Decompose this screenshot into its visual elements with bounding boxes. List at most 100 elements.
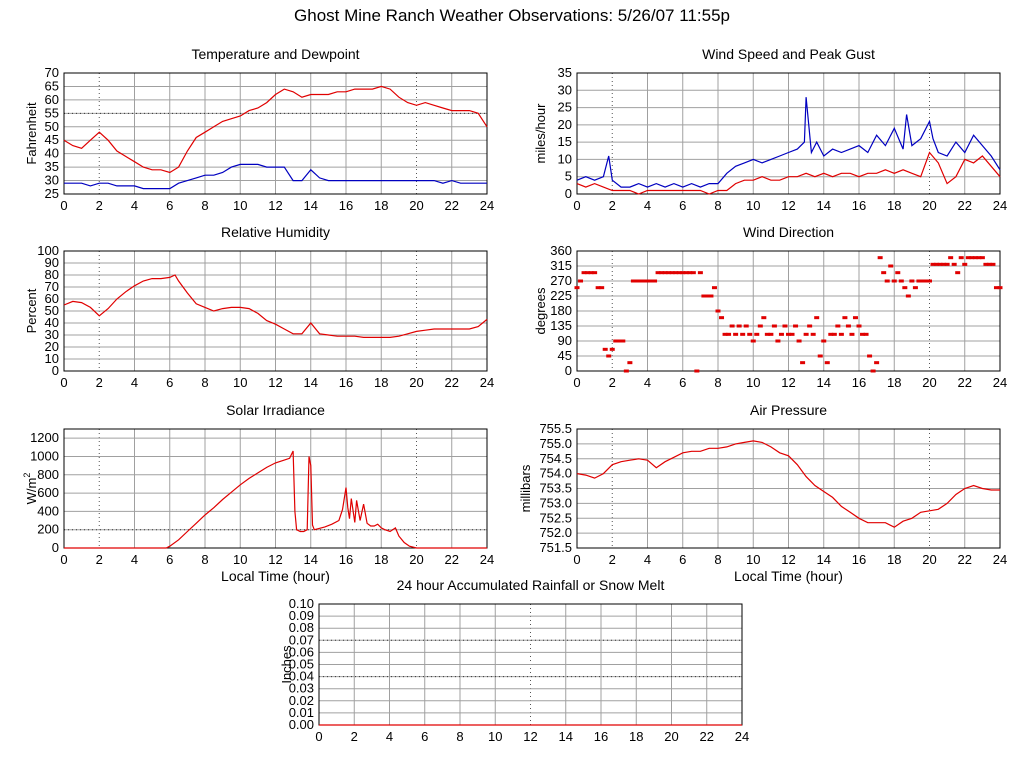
- data-point: [817, 354, 823, 358]
- x-tick-label: 18: [887, 198, 901, 213]
- x-axis-label: Local Time (hour): [221, 568, 330, 584]
- data-point: [683, 271, 689, 275]
- x-tick-label: 16: [852, 198, 866, 213]
- data-point: [895, 271, 901, 275]
- y-axis-label-text: Percent: [24, 288, 39, 333]
- data-point: [740, 332, 746, 336]
- data-point: [937, 262, 943, 266]
- y-tick-label: 600: [37, 485, 59, 500]
- data-point: [849, 332, 855, 336]
- x-tick-label: 16: [594, 729, 608, 744]
- y-tick-label: 30: [45, 327, 59, 342]
- data-point: [673, 271, 679, 275]
- data-point: [814, 316, 820, 320]
- data-point: [972, 256, 978, 260]
- data-point: [800, 361, 806, 365]
- data-point: [870, 369, 876, 373]
- data-point: [941, 262, 947, 266]
- chart-humidity: 0 2 4 6 8 10 12 14 16 18 20 22 240102030405060708090…: [24, 224, 494, 390]
- x-tick-label: 10: [746, 552, 760, 567]
- y-axis-label: miles/hour: [533, 103, 548, 164]
- data-point: [789, 332, 795, 336]
- data-point: [810, 332, 816, 336]
- data-point: [842, 316, 848, 320]
- data-point: [782, 324, 788, 328]
- x-tick-label: 18: [374, 198, 388, 213]
- x-tick-label: 4: [644, 198, 651, 213]
- y-tick-label: 20: [45, 339, 59, 354]
- y-tick-label: 35: [45, 159, 59, 174]
- data-point: [680, 271, 686, 275]
- y-tick-label: 20: [558, 117, 572, 132]
- x-tick-label: 2: [96, 198, 103, 213]
- x-tick-label: 22: [700, 729, 714, 744]
- data-point: [860, 332, 866, 336]
- data-point: [821, 339, 827, 343]
- series-line-0: [64, 450, 487, 549]
- series-line-0: [576, 440, 1000, 528]
- y-axis-label-text: Inches: [279, 645, 294, 684]
- x-tick-label: 14: [817, 552, 831, 567]
- chart-direction: 0 2 4 6 8 10 12 14 16 18 20 22 240459013518022527031…: [533, 224, 1007, 390]
- data-point: [997, 286, 1003, 290]
- data-point: [722, 332, 728, 336]
- x-tick-label: 8: [201, 198, 208, 213]
- grid-humidity: [63, 250, 488, 372]
- data-point: [807, 324, 813, 328]
- series-line-0: [63, 274, 488, 338]
- y-axis-label: Fahrenheit: [24, 102, 39, 165]
- y-tick-label: 270: [550, 273, 572, 288]
- data-point: [891, 279, 897, 283]
- data-point: [838, 332, 844, 336]
- y-axis-label: millibars: [518, 464, 533, 512]
- x-tick-label: 22: [958, 552, 972, 567]
- x-tick-label: 18: [887, 552, 901, 567]
- y-tick-label: 0: [52, 363, 59, 378]
- x-tick-label: 2: [96, 375, 103, 390]
- y-tick-label: 200: [37, 522, 59, 537]
- y-tick-label: 315: [550, 258, 572, 273]
- data-point: [796, 339, 802, 343]
- chart-solar: 0 2 4 6 8 10 12 14 16 18 20 22 240200400600800100012…: [22, 402, 494, 584]
- x-tick-label: 16: [339, 375, 353, 390]
- x-tick-label: 16: [852, 552, 866, 567]
- x-tick-label: 12: [268, 198, 282, 213]
- data-point: [912, 286, 918, 290]
- x-tick-label: 6: [166, 552, 173, 567]
- y-tick-label: 100: [37, 243, 59, 258]
- data-point: [574, 286, 580, 290]
- x-tick-label: 24: [993, 375, 1007, 390]
- x-tick-label: 6: [166, 375, 173, 390]
- data-point: [666, 271, 672, 275]
- y-tick-label: 0: [52, 540, 59, 555]
- data-point: [659, 271, 665, 275]
- x-tick-label: 0: [315, 729, 322, 744]
- data-point: [976, 256, 982, 260]
- y-tick-label: 753.0: [539, 495, 572, 510]
- data-point: [595, 286, 601, 290]
- x-tick-label: 22: [445, 552, 459, 567]
- y-tick-label: 753.5: [539, 481, 572, 496]
- data-point: [877, 256, 883, 260]
- data-point: [888, 264, 894, 268]
- y-tick-label: 0.04: [289, 669, 314, 684]
- y-tick-label: 0.02: [289, 693, 314, 708]
- x-tick-label: 2: [609, 552, 616, 567]
- x-tick-label: 6: [166, 198, 173, 213]
- x-tick-label: 12: [523, 729, 537, 744]
- data-point: [655, 271, 661, 275]
- x-tick-label: 14: [817, 375, 831, 390]
- chart-temp: 0 2 4 6 8 10 12 14 16 18 20 22 242530354045505560657…: [24, 46, 494, 213]
- data-point: [743, 324, 749, 328]
- y-tick-label: 1200: [30, 430, 59, 445]
- data-point: [592, 271, 598, 275]
- data-point: [824, 361, 830, 365]
- data-point: [898, 279, 904, 283]
- data-point: [701, 294, 707, 298]
- data-point: [778, 332, 784, 336]
- y-tick-label: 55: [45, 105, 59, 120]
- data-point: [711, 286, 717, 290]
- y-tick-label: 50: [45, 119, 59, 134]
- grid-rain: [318, 603, 743, 726]
- x-tick-label: 8: [714, 198, 721, 213]
